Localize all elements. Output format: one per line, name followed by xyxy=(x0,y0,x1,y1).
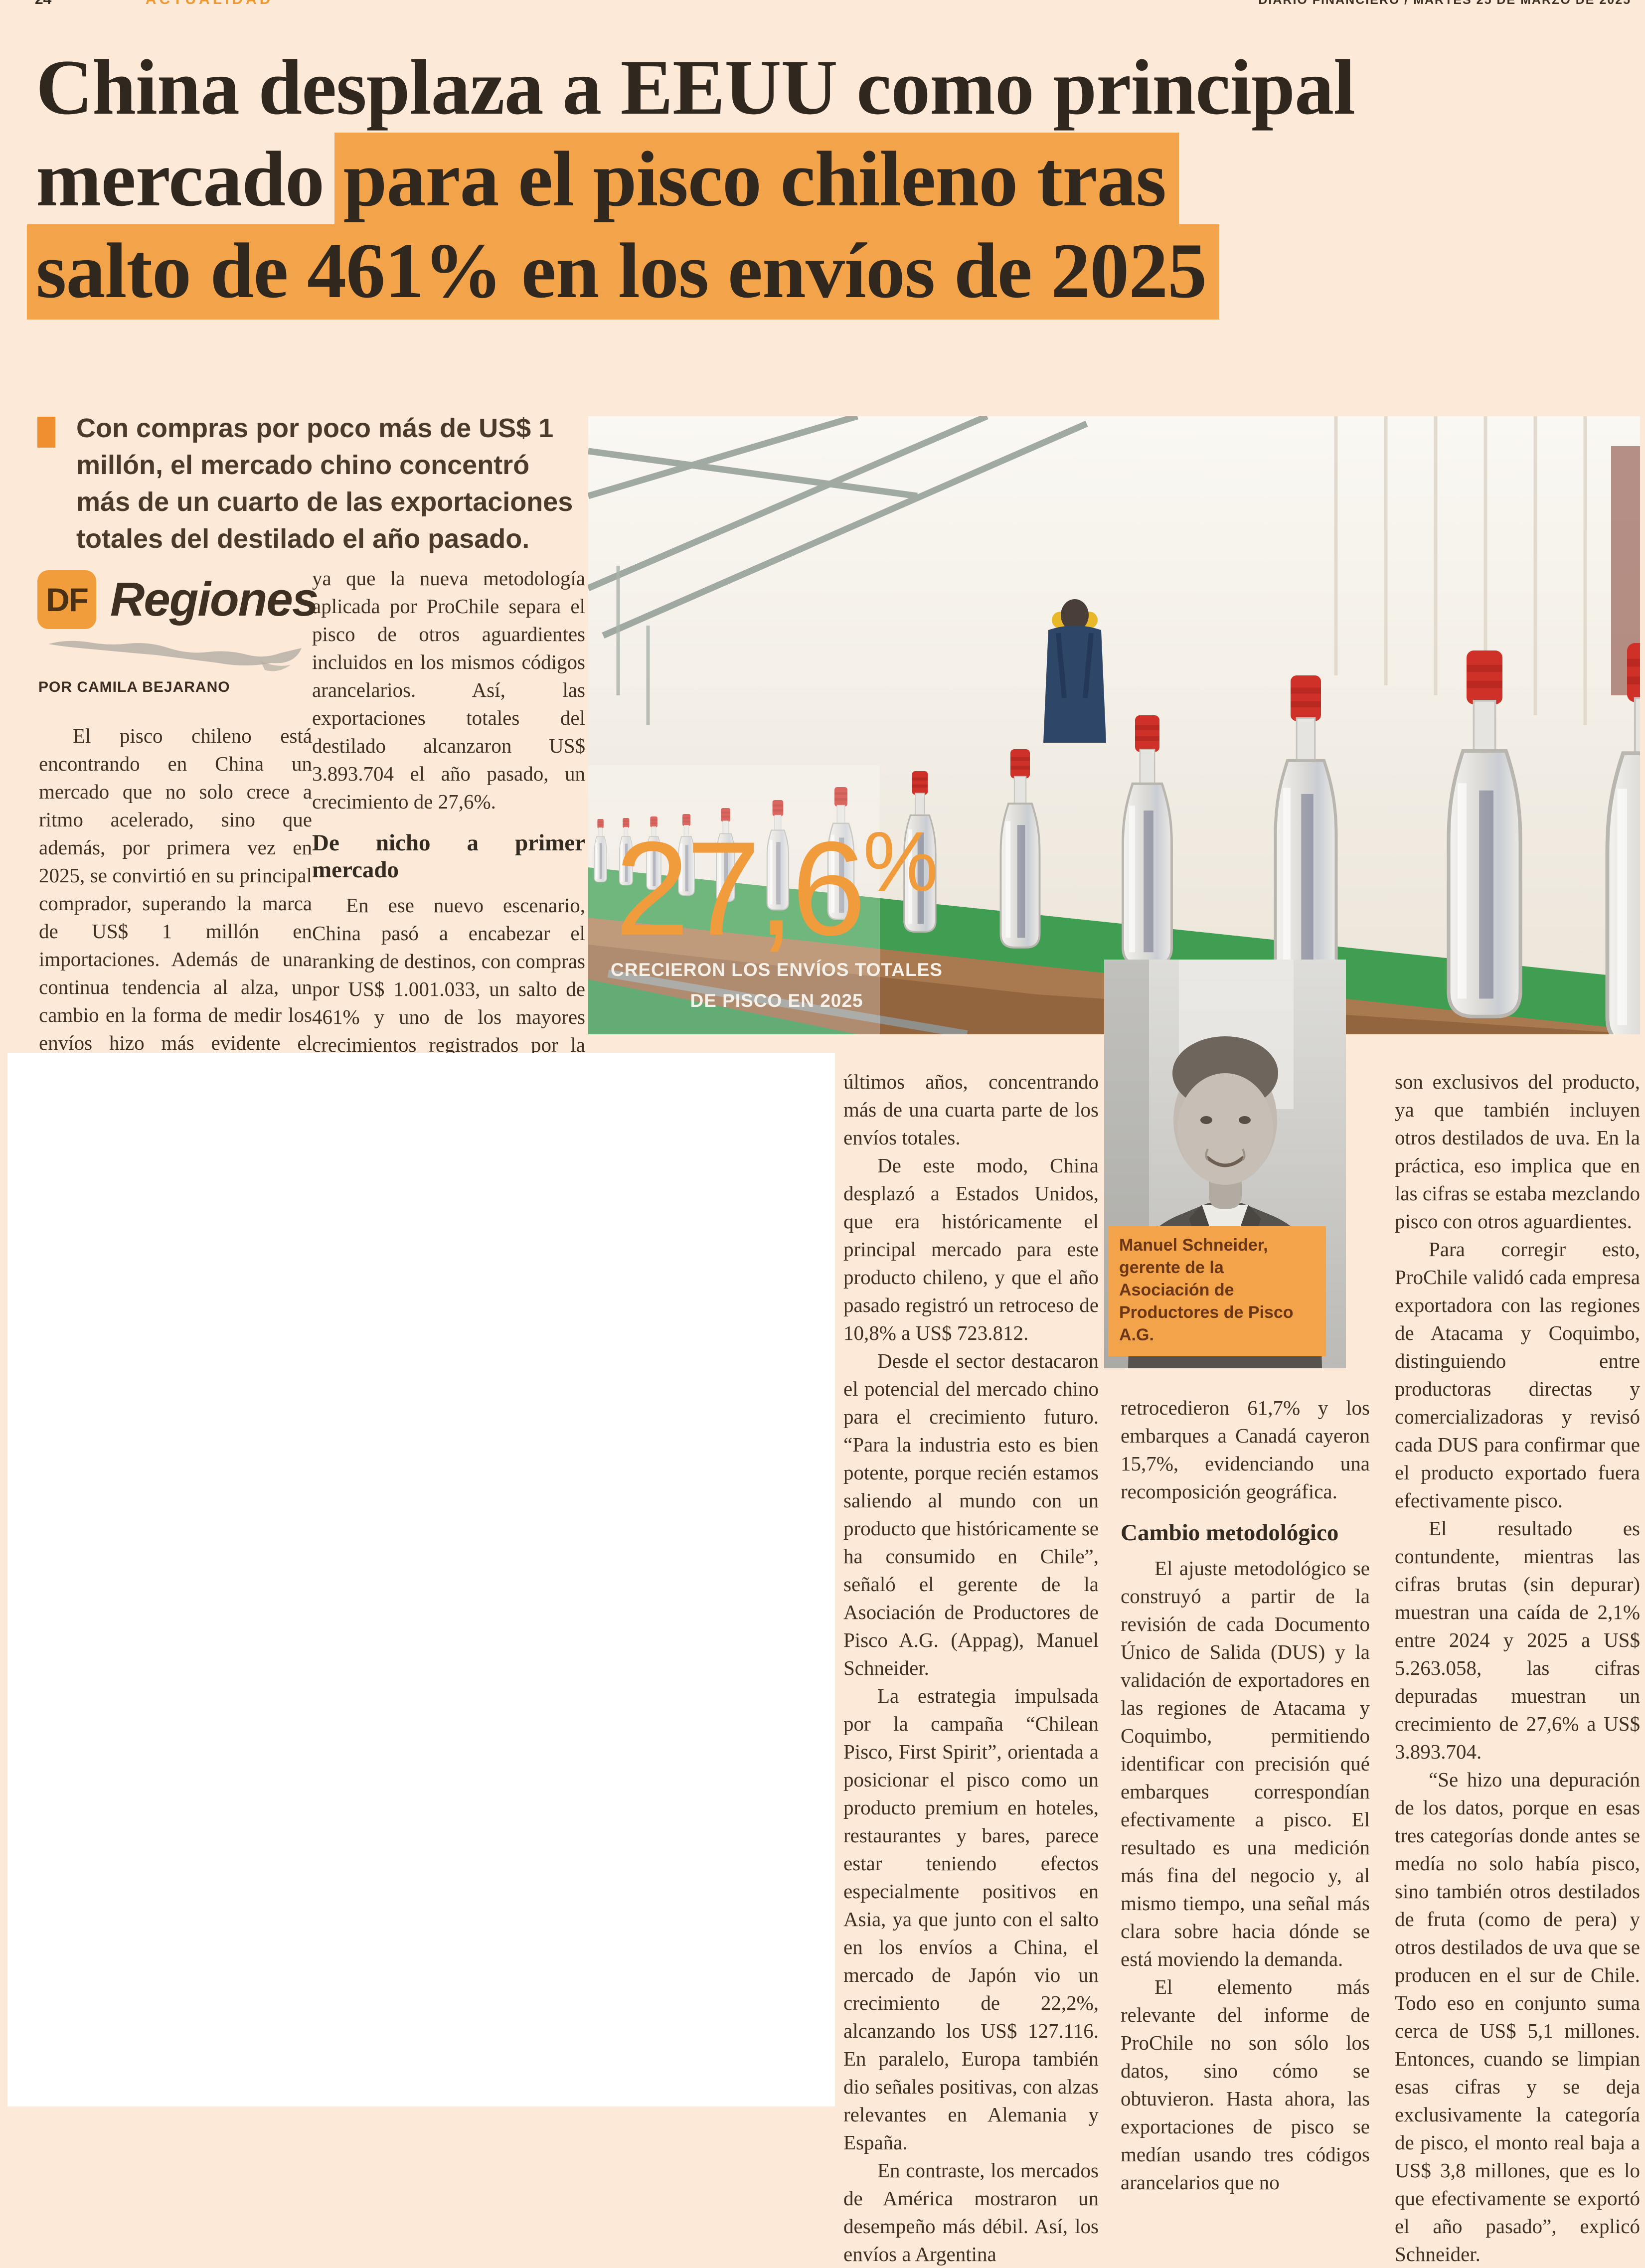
df-regiones-brand: DF Regiones POR CAMILA BEJARANO xyxy=(37,567,319,702)
lead-text: Con compras por poco más de US$ 1 millón… xyxy=(76,413,573,554)
column-1: El pisco chileno está encontrando en Chi… xyxy=(39,722,312,1085)
column-4: retrocedieron 61,7% y los embarques a Ca… xyxy=(1121,1394,1370,2196)
paragraph: ya que la nueva metodología aplicada por… xyxy=(312,567,585,813)
paragraph: El elemento más relevante del informe de… xyxy=(1121,1975,1370,2194)
bottling-line-illustration xyxy=(588,416,1640,1034)
headline-line-3: salto de 461% en los envíos de 2025 xyxy=(27,224,1536,320)
paragraph: Para corregir esto, ProChile validó cada… xyxy=(1395,1238,1640,1512)
column-3: últimos años, concentrando más de una cu… xyxy=(843,1068,1099,2268)
paragraph: retrocedieron 61,7% y los embarques a Ca… xyxy=(1121,1396,1370,1503)
headline-line-3-highlight: salto de 461% en los envíos de 2025 xyxy=(27,224,1220,320)
portrait-photo: Manuel Schneider, gerente de la Asociaci… xyxy=(1104,960,1346,1368)
byline: POR CAMILA BEJARANO xyxy=(38,679,230,695)
masthead-left: 24 ACTUALIDAD xyxy=(35,0,484,7)
photo-shade-overlay xyxy=(588,765,880,1034)
masthead-edition: DIARIO FINANCIERO / MARTES 25 DE MARZO D… xyxy=(1033,0,1631,6)
paragraph: El pisco chileno está encontrando en Chi… xyxy=(39,724,312,1082)
paragraph: En ese nuevo escenario, China pasó a enc… xyxy=(312,894,585,1084)
newspaper-page: { "masthead": { "page_number": "24", "se… xyxy=(7,0,1640,2266)
headline-line-1: China desplaza a EEUU como principal xyxy=(36,44,1355,131)
article-lead: Con compras por poco más de US$ 1 millón… xyxy=(37,410,573,557)
stat-caption-line-2: DE PISCO EN 2025 xyxy=(690,990,863,1011)
paragraph: En contraste, los mercados de América mo… xyxy=(843,2159,1099,2266)
headline-line-2-highlight: para el pisco chileno tras xyxy=(334,133,1179,228)
article-headline: China desplaza a EEUU como principal mer… xyxy=(27,42,1536,320)
paragraph: De este modo, China desplazó a Estados U… xyxy=(843,1154,1099,1344)
paragraph: son exclusivos del producto, ya que tamb… xyxy=(1395,1070,1640,1233)
masthead-page-number: 24 xyxy=(35,0,51,7)
subhead-de-nicho: De nicho a primer mercado xyxy=(312,830,585,883)
stat-value: 27,6 xyxy=(615,813,866,963)
stat-caption-line-1: CRECIERON LOS ENVÍOS TOTALES xyxy=(611,960,943,980)
column-5: son exclusivos del producto, ya que tamb… xyxy=(1395,1068,1640,2268)
bullet-square-icon xyxy=(37,417,55,448)
paragraph: La estrategia impulsada por la campaña “… xyxy=(843,1684,1099,2154)
bottling-line-photo: 27,6% CRECIERON LOS ENVÍOS TOTALES DE PI… xyxy=(588,416,1640,1034)
paragraph: “Se hizo una depuración de los datos, po… xyxy=(1395,1768,1640,2266)
paragraph: últimos años, concentrando más de una cu… xyxy=(843,1070,1099,1149)
stat-overlay: 27,6% CRECIERON LOS ENVÍOS TOTALES DE PI… xyxy=(602,813,951,1016)
brand-name: Regiones xyxy=(110,573,319,626)
chile-map-graphic xyxy=(48,641,302,671)
paragraph: El ajuste metodológico se construyó a pa… xyxy=(1121,1557,1370,1970)
subhead-cambio-metodologico: Cambio metodológico xyxy=(1121,1520,1339,1546)
headline-line-2-plain: mercado xyxy=(36,136,343,223)
portrait-caption: Manuel Schneider, gerente de la Asociaci… xyxy=(1108,1226,1326,1356)
paragraph: El resultado es contundente, mientras la… xyxy=(1395,1517,1640,1763)
stat-unit: % xyxy=(863,814,939,909)
worker-figure xyxy=(1043,599,1106,743)
headline-line-2: mercado para el pisco chileno tras xyxy=(36,133,1536,228)
column-2: ya que la nueva metodología aplicada por… xyxy=(312,564,585,1087)
blank-white-box xyxy=(7,1053,835,2106)
df-logo: DF xyxy=(37,570,96,629)
masthead-right: DIARIO FINANCIERO / MARTES 25 DE MARZO D… xyxy=(1033,0,1631,6)
df-logo-text: DF xyxy=(46,581,89,618)
paragraph: Desde el sector destacaron el potencial … xyxy=(843,1349,1099,1679)
masthead-section: ACTUALIDAD xyxy=(146,0,274,7)
